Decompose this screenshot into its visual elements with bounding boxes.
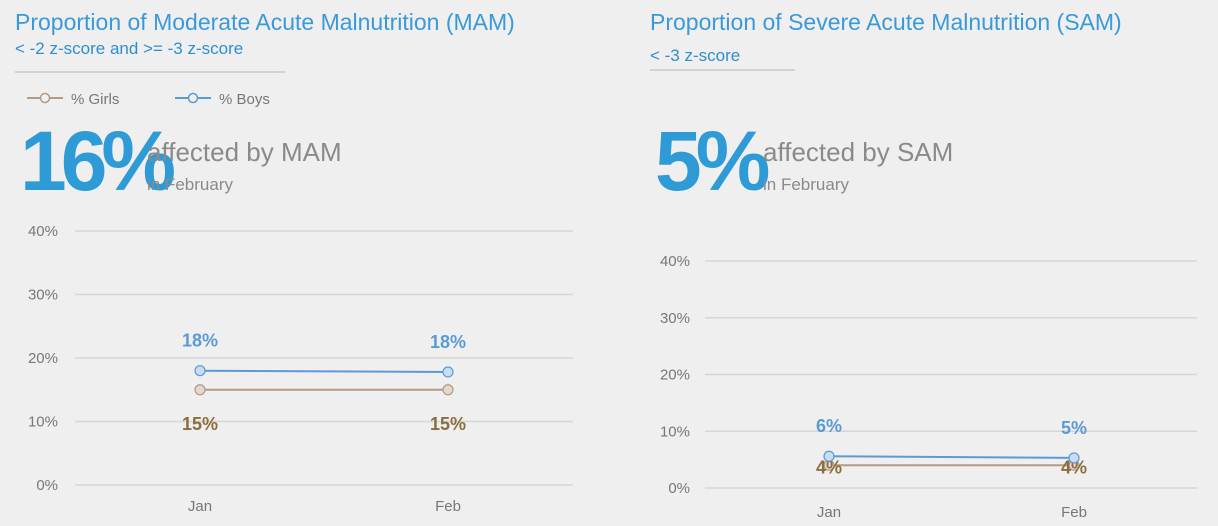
chart-title: Proportion of Severe Acute Malnutrition … bbox=[650, 9, 1122, 35]
headline-text: affected by MAM bbox=[147, 137, 342, 167]
data-point bbox=[442, 366, 454, 378]
chart-subtitle: < -3 z-score bbox=[650, 46, 740, 65]
y-tick-label: 0% bbox=[668, 480, 690, 497]
y-tick-label: 30% bbox=[28, 287, 58, 304]
data-label: 6% bbox=[816, 416, 842, 436]
data-point bbox=[1068, 452, 1080, 464]
data-label: 15% bbox=[430, 414, 466, 434]
data-label: 18% bbox=[182, 331, 218, 351]
x-tick-label: Feb bbox=[1061, 504, 1087, 521]
y-tick-label: 10% bbox=[660, 423, 690, 440]
x-tick-label: Jan bbox=[188, 498, 212, 515]
y-tick-label: 0% bbox=[36, 477, 58, 494]
series-line bbox=[828, 455, 1075, 459]
x-tick-label: Jan bbox=[817, 504, 841, 521]
y-tick-label: 20% bbox=[28, 350, 58, 367]
y-tick-label: 40% bbox=[660, 253, 690, 270]
legend-label: % Boys bbox=[219, 91, 270, 108]
data-point bbox=[194, 365, 206, 377]
data-point bbox=[442, 384, 454, 396]
headline-sub: in February bbox=[147, 175, 233, 194]
chart-subtitle: < -2 z-score and >= -3 z-score bbox=[15, 39, 243, 58]
data-point bbox=[194, 384, 206, 396]
legend-marker bbox=[187, 92, 199, 104]
x-tick-label: Feb bbox=[435, 498, 461, 515]
headline-value: 16% bbox=[20, 114, 174, 208]
series-line bbox=[199, 369, 449, 373]
data-label: 15% bbox=[182, 414, 218, 434]
headline-sub: in February bbox=[763, 175, 849, 194]
legend-label: % Girls bbox=[71, 91, 119, 108]
headline-value: 5% bbox=[655, 114, 769, 208]
data-label: 5% bbox=[1061, 418, 1087, 438]
headline-text: affected by SAM bbox=[763, 137, 953, 167]
y-tick-label: 40% bbox=[28, 223, 58, 240]
legend-marker bbox=[39, 92, 51, 104]
y-tick-label: 30% bbox=[660, 310, 690, 327]
chart-title: Proportion of Moderate Acute Malnutritio… bbox=[15, 9, 515, 35]
data-label: 4% bbox=[816, 457, 842, 477]
data-point bbox=[823, 450, 835, 462]
y-tick-label: 20% bbox=[660, 367, 690, 384]
data-label: 4% bbox=[1061, 457, 1087, 477]
data-label: 18% bbox=[430, 332, 466, 352]
y-tick-label: 10% bbox=[28, 414, 58, 431]
